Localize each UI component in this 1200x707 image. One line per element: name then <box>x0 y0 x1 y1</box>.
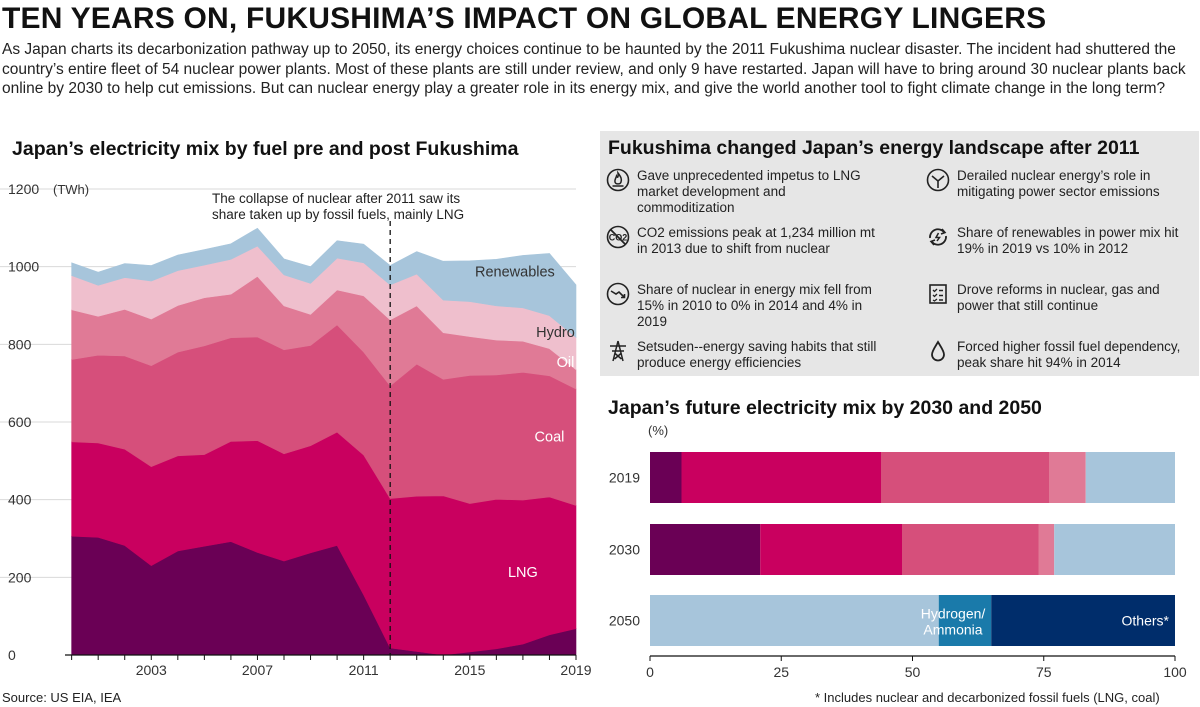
series-label-coal: Coal <box>535 429 565 445</box>
bar-segment <box>1085 452 1175 503</box>
x-tick-label: 2015 <box>454 662 485 678</box>
x-tick-label: 2003 <box>136 662 167 678</box>
x-tick-label: 2019 <box>560 662 591 678</box>
intro-paragraph: As Japan charts its decarbonization path… <box>2 41 1186 97</box>
oil-drop-icon <box>931 340 945 362</box>
emissions-gauge-icon <box>926 168 950 192</box>
page-title: TEN YEARS ON, FUKUSHIMA’S IMPACT ON GLOB… <box>2 2 1047 35</box>
bar-axis-unit: (%) <box>648 423 668 438</box>
y-tick-label: 800 <box>8 336 32 352</box>
bar-segment <box>650 595 939 646</box>
fact-text: CO2 emissions peak at 1,234 million mt i… <box>637 225 875 256</box>
bar-x-tick-label: 50 <box>905 664 921 680</box>
bar-chart-title: Japan’s future electricity mix by 2030 a… <box>608 397 1042 419</box>
bar-category-label: 2019 <box>609 470 640 486</box>
downtrend-icon <box>606 282 630 306</box>
y-tick-label: 1200 <box>8 181 39 197</box>
x-tick-label: 2011 <box>349 662 379 678</box>
facts-panel-title: Fukushima changed Japan’s energy landsca… <box>608 137 1140 159</box>
fact-text: Drove reforms in nuclear, gas and power … <box>957 282 1160 313</box>
fact-text: Forced higher fossil fuel dependency, pe… <box>957 339 1181 370</box>
bar-segment-label: Ammonia <box>923 622 982 638</box>
bar-segment <box>902 524 1039 575</box>
bar-segment <box>991 595 1175 646</box>
area-renewables <box>71 227 577 338</box>
electricity-mix-area-chart: 0 200 400 600 800 1000 1200 (TWh) The collapse o… <box>0 181 592 685</box>
fact-text: Share of renewables in power mix hit 19%… <box>957 225 1179 256</box>
bar-segment <box>881 452 1049 503</box>
transmission-tower-icon <box>610 340 626 362</box>
bar-segment <box>1054 524 1175 575</box>
y-tick-label: 0 <box>8 647 16 663</box>
fact-text: Setsuden--energy saving habits that stil… <box>637 339 877 370</box>
series-label-renewables: Renewables <box>475 265 555 281</box>
bar-segment <box>681 452 881 503</box>
bar-x-tick-label: 0 <box>646 664 654 680</box>
facts-panel <box>600 131 1199 376</box>
no-co2-icon: CO2 <box>606 225 630 249</box>
bar-category-label: 2050 <box>609 613 640 629</box>
series-label-nuclear: Nuclear <box>313 678 363 685</box>
bar-x-tick-label: 100 <box>1163 664 1187 680</box>
series-label-oil: Oil <box>557 355 575 371</box>
bar-segment-label: Hydrogen/ <box>921 606 986 622</box>
x-tick-label: 2007 <box>242 662 273 678</box>
bar-segment <box>650 524 761 575</box>
bar-segment <box>650 452 682 503</box>
checklist-icon <box>929 284 947 304</box>
y-tick-label: 600 <box>8 414 32 430</box>
bar-x-tick-label: 25 <box>773 664 789 680</box>
footnote: * Includes nuclear and decarbonized foss… <box>815 690 1160 705</box>
series-label-hydro: Hydro <box>536 325 575 341</box>
annotation-text: share taken up by fossil fuels, mainly L… <box>212 207 464 222</box>
bar-category-label: 2030 <box>609 542 640 558</box>
y-tick-label: 1000 <box>8 259 39 275</box>
y-tick-label: 200 <box>8 569 32 585</box>
fact-text: Derailed nuclear energy’s role in mitiga… <box>957 168 1160 199</box>
bar-segment-label: Others* <box>1122 613 1170 629</box>
bar-segment <box>760 524 902 575</box>
source-note: Source: US EIA, IEA <box>2 690 122 705</box>
y-tick-label: 400 <box>8 492 32 508</box>
lng-flame-icon <box>606 168 630 192</box>
renewable-cycle-icon <box>929 228 947 246</box>
bar-x-tick-label: 75 <box>1036 664 1052 680</box>
fact-text: Gave unprecedented impetus to LNG market… <box>637 168 861 215</box>
fact-text: Share of nuclear in energy mix fell from… <box>637 282 872 329</box>
series-label-lng: LNG <box>508 565 538 581</box>
bar-segment <box>1049 452 1086 503</box>
y-axis-unit: (TWh) <box>53 182 89 197</box>
annotation-text: The collapse of nuclear after 2011 saw i… <box>212 191 460 206</box>
area-chart-title: Japan’s electricity mix by fuel pre and … <box>12 138 519 160</box>
bar-segment <box>938 595 992 646</box>
bar-segment <box>1038 524 1055 575</box>
future-mix-bar-chart: (%) 2019 2030 2050 Hydrogen/Ammonia Others* 0 2… <box>609 423 1187 680</box>
